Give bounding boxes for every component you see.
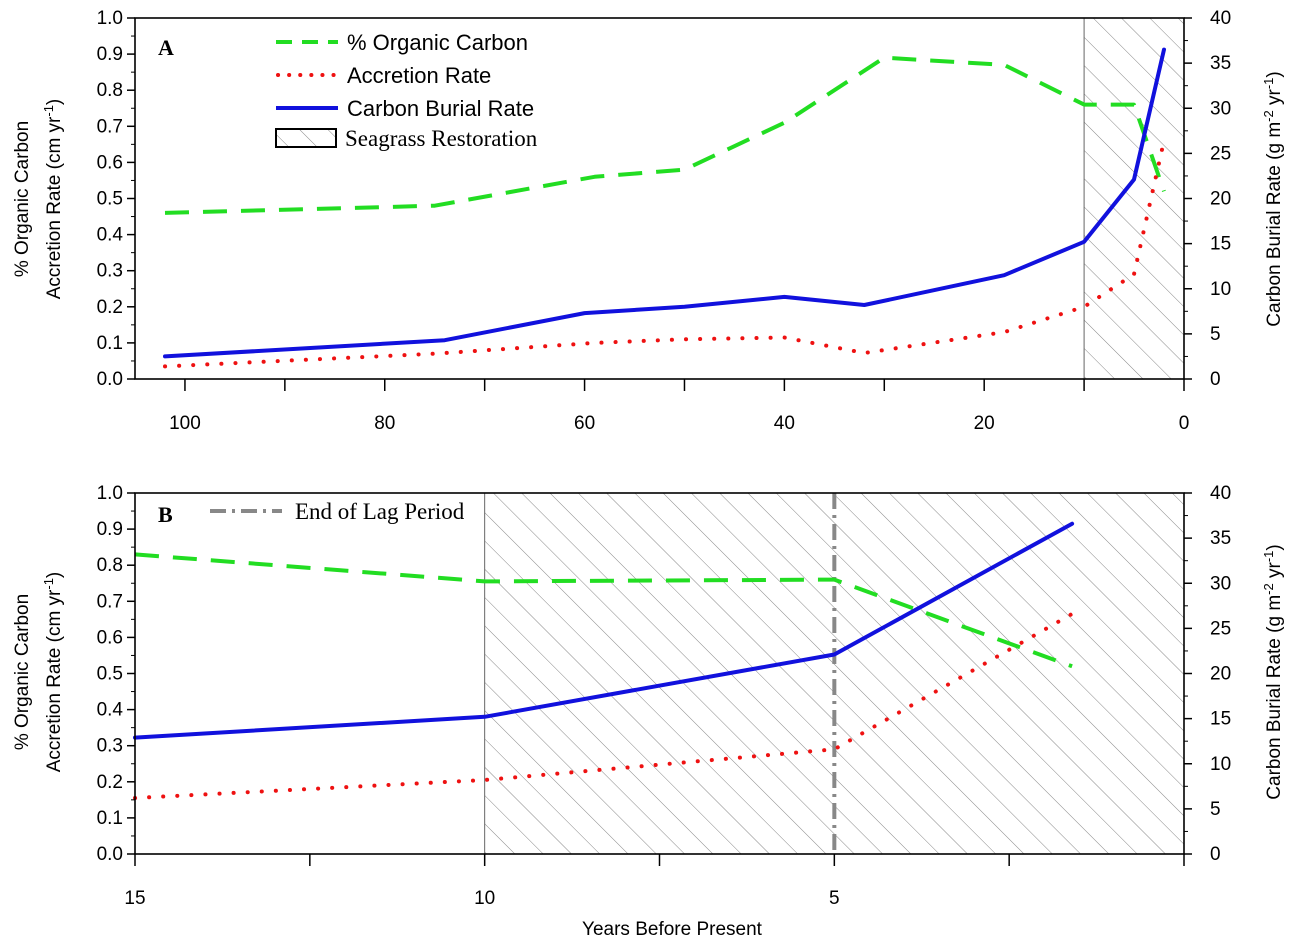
y-right-tick-label: 20: [1210, 664, 1231, 685]
y-right-tick-label: 15: [1210, 234, 1231, 255]
series-organic-carbon-line: [134, 552, 1073, 669]
panel-b-left-label-1: % Organic Carbon: [12, 594, 33, 750]
panel-a-right-label: Carbon Burial Rate (g m-2 yr-1): [1261, 71, 1286, 326]
y-left-tick-label: 1.0: [97, 8, 123, 29]
series-carbon-burial-rate-line: [133, 521, 1075, 740]
legend-restoration-swatch: [275, 128, 337, 148]
x-tick-label: 10: [474, 888, 495, 909]
y-right-tick-label: 30: [1210, 573, 1231, 594]
panel-a-plot-frame: [134, 17, 1185, 380]
legend-lag-label: End of Lag Period: [295, 499, 465, 524]
seagrass-restoration-region: [1083, 17, 1185, 380]
y-left-tick-label: 0.3: [97, 261, 123, 282]
seagrass-restoration-region-b: [484, 492, 1185, 855]
panel-a-series: [163, 47, 1166, 369]
x-axis-label: Years Before Present: [582, 919, 763, 940]
y-left-tick-label: 0.1: [97, 808, 123, 829]
y-right-tick-label: 5: [1210, 799, 1221, 820]
y-left-tick-label: 0.6: [97, 152, 123, 173]
series-carbon-burial-rate-line: [163, 47, 1166, 359]
y-left-tick-label: 0.8: [97, 80, 123, 101]
legend-accretion-label: Accretion Rate: [347, 63, 491, 88]
legend-organic-label: % Organic Carbon: [347, 30, 528, 55]
y-left-tick-label: 0.7: [97, 116, 123, 137]
y-right-tick-label: 25: [1210, 143, 1231, 164]
x-tick-label: 40: [774, 413, 795, 434]
y-right-tick-label: 30: [1210, 98, 1231, 119]
y-right-tick-label: 10: [1210, 279, 1231, 300]
y-right-tick-label: 0: [1210, 844, 1221, 865]
y-right-tick-label: 25: [1210, 618, 1231, 639]
panel-a-letter: A: [158, 35, 174, 60]
panel-a: 0.0 0.1 0.2 0.3 0.4 0.5 0.6 0.7 0.8 0.9 1.0 0 5 10 15 2…: [97, 8, 1232, 434]
panel-a-legend: % Organic Carbon Accretion Rate Carbon B…: [275, 30, 538, 151]
y-left-tick-label: 0.0: [97, 369, 123, 390]
y-right-tick-label: 0: [1210, 369, 1221, 390]
x-tick-label: 20: [974, 413, 995, 434]
x-tick-label: 100: [169, 413, 201, 434]
y-right-tick-label: 35: [1210, 53, 1231, 74]
y-left-tick-label: 0.0: [97, 844, 123, 865]
y-right-tick-label: 15: [1210, 709, 1231, 730]
axis-labels: % Organic Carbon Accretion Rate (cm yr-1…: [12, 71, 1285, 940]
panel-a-ticks: 0.0 0.1 0.2 0.3 0.4 0.5 0.6 0.7 0.8 0.9 1.0 0 5 10 15 2…: [97, 8, 1232, 434]
series-accretion-rate-line: [163, 138, 1166, 369]
panel-b-ticks: 0.0 0.1 0.2 0.3 0.4 0.5 0.6 0.7 0.8 0.9 1.0 0 5 10 15 2…: [97, 483, 1232, 909]
y-right-tick-label: 40: [1210, 483, 1231, 504]
x-tick-label: 60: [574, 413, 595, 434]
y-left-tick-label: 0.5: [97, 664, 123, 685]
y-right-tick-label: 5: [1210, 324, 1221, 345]
y-right-tick-label: 10: [1210, 754, 1231, 775]
y-left-tick-label: 0.9: [97, 44, 123, 65]
series-organic-carbon-line: [164, 55, 1166, 215]
y-left-tick-label: 0.5: [97, 189, 123, 210]
panel-a-left-label-1: % Organic Carbon: [12, 121, 33, 277]
panel-a-left-label-2: Accretion Rate (cm yr-1): [41, 99, 66, 300]
x-tick-label: 0: [1179, 413, 1190, 434]
y-left-tick-label: 0.6: [97, 627, 123, 648]
x-tick-label: 5: [829, 888, 840, 909]
legend-restoration-label: Seagrass Restoration: [345, 126, 538, 151]
panel-b-right-label: Carbon Burial Rate (g m-2 yr-1): [1261, 544, 1286, 799]
y-left-tick-label: 0.4: [97, 225, 124, 246]
legend-burial-label: Carbon Burial Rate: [347, 96, 534, 121]
y-left-tick-label: 1.0: [97, 483, 123, 504]
y-right-tick-label: 35: [1210, 528, 1231, 549]
y-right-tick-label: 20: [1210, 189, 1231, 210]
panel-b-legend: End of Lag Period: [210, 499, 465, 524]
y-left-tick-label: 0.4: [97, 700, 124, 721]
x-tick-label: 15: [124, 888, 145, 909]
panel-b: 0.0 0.1 0.2 0.3 0.4 0.5 0.6 0.7 0.8 0.9 1.0 0 5 10 15 2…: [97, 483, 1232, 909]
panel-b-letter: B: [158, 502, 173, 527]
y-left-tick-label: 0.7: [97, 591, 123, 612]
y-left-tick-label: 0.3: [97, 736, 123, 757]
y-left-tick-label: 0.2: [97, 772, 123, 793]
y-left-tick-label: 0.9: [97, 519, 123, 540]
x-tick-label: 80: [374, 413, 395, 434]
y-right-tick-label: 40: [1210, 8, 1231, 29]
panel-b-series: [133, 521, 1075, 800]
y-left-tick-label: 0.2: [97, 297, 123, 318]
y-left-tick-label: 0.8: [97, 555, 123, 576]
y-left-tick-label: 0.1: [97, 333, 123, 354]
panel-b-left-label-2: Accretion Rate (cm yr-1): [41, 572, 66, 773]
